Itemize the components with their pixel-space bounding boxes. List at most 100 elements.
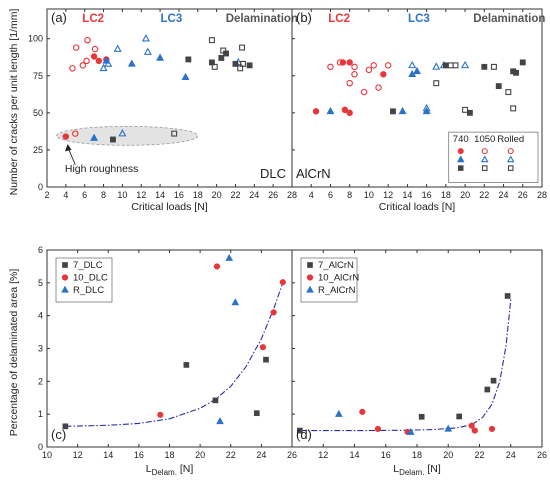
x-tick-label: 4 (309, 190, 314, 200)
x-tick-label: 18 (412, 450, 422, 460)
legend-marker-filled-1 (456, 155, 465, 163)
x-tick-label: 26 (537, 450, 547, 460)
material-label-b: AlCrN (296, 166, 331, 181)
data-point-c-0-3 (253, 410, 260, 417)
data-point-a-2-3 (156, 53, 165, 61)
data-point-b-3-0 (408, 60, 417, 69)
data-point-b-3-4 (422, 103, 431, 112)
legend-marker-open-0 (481, 148, 488, 155)
material-label-a: DLC (260, 166, 286, 181)
x-tick-label: 16 (134, 450, 144, 460)
x-tick-label: 2 (44, 190, 49, 200)
x-tick-label: 28 (287, 190, 297, 200)
x-tick-label: 8 (347, 190, 352, 200)
data-point-a-5-2 (220, 47, 227, 54)
data-point-b-2-1 (398, 106, 407, 115)
data-point-a-5-1 (208, 37, 215, 44)
data-point-c-0-1 (183, 362, 190, 368)
x-tick-label: 18 (164, 450, 174, 460)
x-tick-label: 10 (117, 190, 127, 200)
data-point-b-1-5 (375, 84, 382, 91)
data-point-a-3-3 (141, 34, 150, 42)
data-point-b-5-0 (462, 106, 469, 113)
y-tick-label: 1 (38, 409, 43, 419)
legend-box-b (448, 131, 539, 183)
x-tick-label: 20 (212, 190, 222, 200)
data-point-b-4-6 (442, 62, 449, 69)
data-point-a-1-5 (69, 65, 76, 72)
x-tick-label: 6 (82, 190, 87, 200)
y-tick-label: 0 (38, 442, 43, 452)
legend-marker-filled-0 (457, 148, 464, 155)
data-point-a-0-1 (90, 53, 98, 60)
data-point-d-0-0 (296, 427, 303, 434)
data-point-a-2-0 (90, 133, 99, 141)
data-point-b-2-0 (326, 106, 335, 115)
data-point-c-2-1 (225, 253, 234, 261)
y-axis-label-c: Percentage of delaminated area [%] (8, 269, 20, 437)
legend-marker-rolled-1 (506, 155, 515, 163)
panel-label-b: (b) (296, 10, 312, 25)
data-point-b-3-1 (432, 62, 441, 70)
data-point-b-4-2 (495, 83, 502, 90)
data-point-a-2-2 (127, 59, 136, 67)
data-point-a-0-2 (95, 57, 103, 65)
x-tick-label: 20 (195, 450, 205, 460)
data-point-a-3-2 (113, 44, 122, 52)
x-tick-label: 4 (63, 190, 68, 200)
data-point-c-2-0 (216, 417, 224, 425)
data-point-b-5-2 (505, 89, 512, 96)
data-point-b-4-4 (513, 69, 519, 76)
x-tick-label: 14 (155, 190, 165, 200)
legend-d-marker-2 (306, 285, 314, 293)
annotation-arrowhead (64, 143, 72, 152)
x-tick-label: 22 (230, 190, 240, 200)
data-point-a-4-3 (218, 55, 225, 61)
data-point-d-0-3 (484, 386, 491, 393)
data-point-a-1-3 (84, 36, 91, 44)
y-tick-label: 6 (38, 245, 43, 255)
x-tick-label: 18 (193, 190, 203, 200)
x-tick-label: 22 (226, 450, 236, 460)
data-point-b-5-3 (510, 105, 517, 112)
panel-label-d: (d) (296, 427, 312, 442)
data-point-b-5-6 (452, 62, 459, 69)
data-point-b-4-5 (519, 59, 526, 66)
fit-curve-d (299, 299, 512, 432)
data-point-b-1-7 (384, 62, 392, 69)
data-point-a-4-5 (232, 60, 239, 67)
data-point-b-5-5 (447, 62, 454, 69)
data-point-b-1-8 (346, 79, 353, 87)
series-header-b: LC2 (328, 13, 350, 25)
series-header-a: LC2 (82, 13, 104, 25)
annotation-high-roughness: High roughness (65, 163, 139, 175)
x-tick-label: 16 (422, 190, 432, 200)
y-tick-label: 25 (33, 145, 43, 155)
x-tick-label: 16 (174, 190, 184, 200)
x-axis-label-b: Critical loads [N] (379, 201, 456, 213)
data-point-b-1-4 (360, 88, 368, 96)
data-point-d-2-0 (335, 409, 343, 417)
x-tick-label: 24 (499, 190, 509, 200)
data-point-a-3-0 (118, 129, 127, 137)
data-point-b-2-3 (413, 66, 421, 75)
x-axis-label-c: LDelam. [N] (146, 463, 194, 477)
x-tick-label: 18 (441, 190, 451, 200)
data-point-a-5-0 (171, 130, 178, 137)
data-point-a-1-2 (72, 44, 80, 51)
y-tick-label: 2 (38, 376, 43, 386)
x-tick-label: 26 (287, 450, 297, 460)
x-tick-label: 14 (349, 450, 359, 460)
y-tick-label: 0 (38, 182, 43, 192)
series-header-b: LC3 (408, 13, 430, 25)
x-tick-label: 12 (136, 190, 146, 200)
data-point-a-1-0 (72, 130, 79, 137)
x-tick-label: 22 (474, 450, 484, 460)
legend-c-marker-1 (61, 274, 69, 281)
data-point-c-0-4 (263, 356, 269, 363)
legend-marker-rolled-2 (507, 165, 514, 171)
data-point-a-1-4 (91, 45, 99, 53)
series-header-a: Delamination (226, 13, 298, 25)
data-point-a-4-0 (110, 136, 116, 143)
data-point-b-0-1 (341, 106, 349, 114)
